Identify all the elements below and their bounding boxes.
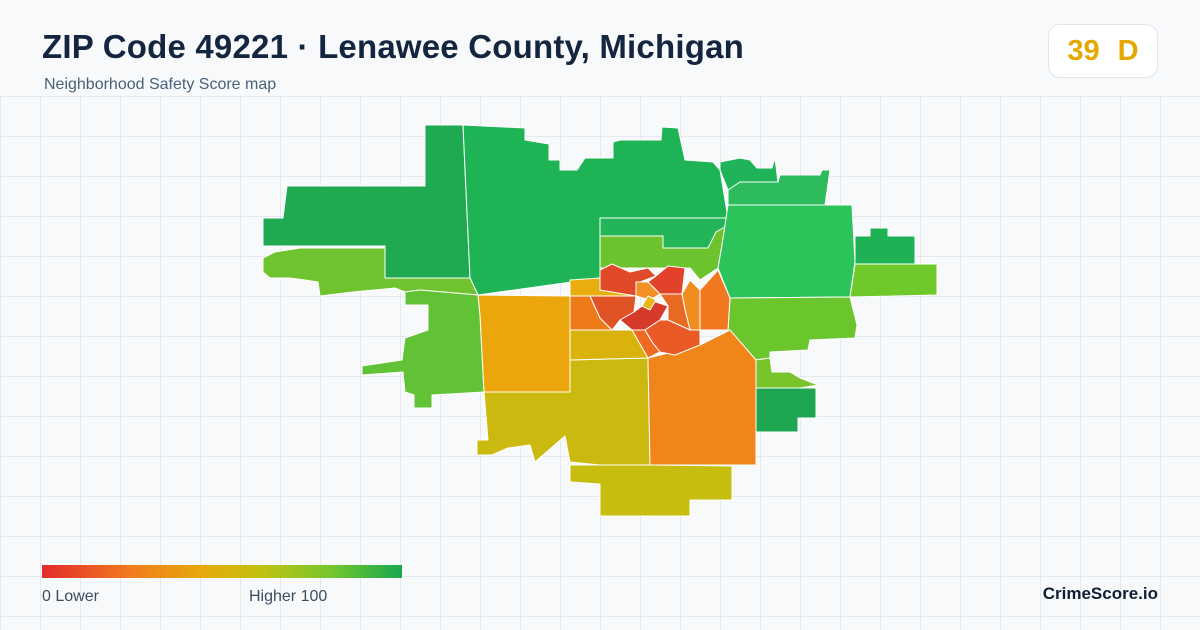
- map-region: [849, 263, 938, 298]
- legend-min-label: 0 Lower: [42, 588, 99, 605]
- map-region: [641, 295, 657, 311]
- map-region: [635, 281, 661, 301]
- header: ZIP Code 49221 · Lenawee County, Michiga…: [0, 0, 1200, 96]
- score-value: 39: [1067, 34, 1100, 67]
- map-region: [717, 204, 856, 299]
- map-region: [631, 329, 661, 359]
- map-region: [569, 464, 733, 517]
- score-grade: D: [1117, 34, 1139, 67]
- map-region: [361, 289, 485, 409]
- map-region: [262, 247, 479, 297]
- page-subtitle: Neighborhood Safety Score map: [44, 76, 277, 93]
- map-region: [477, 294, 571, 393]
- map-region: [462, 124, 729, 296]
- legend-gradient-bar: [42, 565, 402, 578]
- brand-logo-text: CrimeScore.io: [1042, 584, 1158, 603]
- map-region: [854, 227, 916, 265]
- map-region: [262, 124, 471, 279]
- map-region: [727, 169, 831, 206]
- legend-max-label: Higher 100: [249, 588, 328, 605]
- safety-score-badge: 39 D: [1048, 24, 1158, 78]
- page-title: ZIP Code 49221 · Lenawee County, Michiga…: [42, 28, 744, 65]
- map-region: [755, 387, 817, 433]
